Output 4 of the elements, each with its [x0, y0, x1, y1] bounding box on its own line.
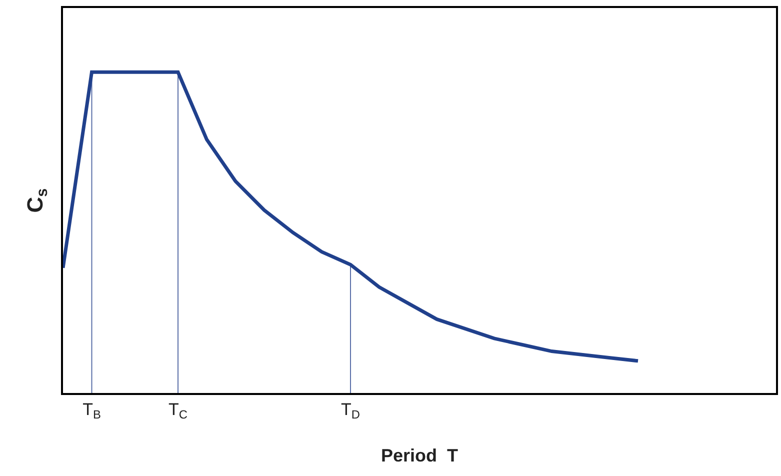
x-tick-label: T$_{C}$: [168, 400, 188, 422]
x-tick-label: T$_{B}$: [82, 400, 101, 422]
x-axis-title: Period T: [380, 445, 458, 466]
x-tick-label: T$_{D}$: [341, 400, 360, 422]
